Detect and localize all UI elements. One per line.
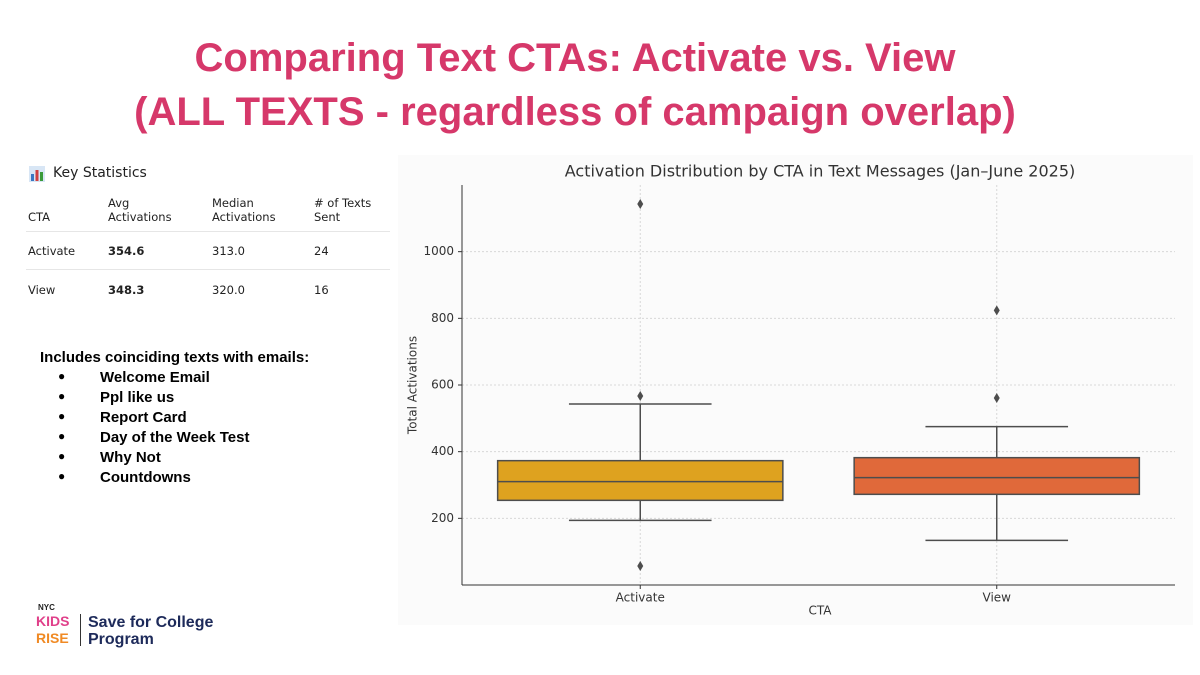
- x-tick-label: View: [983, 591, 1012, 605]
- y-axis-label: Total Activations: [406, 336, 420, 435]
- logo-text: KIDS: [36, 613, 70, 629]
- notes-heading: Includes coinciding texts with emails:: [40, 349, 310, 366]
- logo-text: RISE: [36, 630, 69, 646]
- slide-title: Comparing Text CTAs: Activate vs. View: [194, 36, 956, 80]
- outlier: [637, 561, 644, 571]
- outlier: [993, 305, 1000, 316]
- table-header: CTA: [28, 210, 51, 224]
- stats-icon: [29, 166, 45, 182]
- x-tick-label: Activate: [616, 591, 665, 605]
- y-tick-label: 1000: [423, 244, 454, 258]
- bullet: ●: [58, 409, 66, 423]
- bullet: ●: [58, 429, 66, 443]
- note-item: Countdowns: [100, 469, 191, 486]
- y-tick-label: 200: [431, 511, 454, 525]
- outlier: [637, 199, 644, 209]
- table-rule: [26, 231, 390, 232]
- chart: Activation Distribution by CTA in Text M…: [398, 155, 1193, 625]
- chart-background: [398, 155, 1193, 625]
- table-cell: 24: [314, 244, 329, 258]
- box: [496, 459, 784, 502]
- table-rule: [26, 269, 390, 270]
- note-item: Welcome Email: [100, 369, 210, 386]
- slide-title: (ALL TEXTS - regardless of campaign over…: [134, 90, 1016, 134]
- note-item: Why Not: [100, 449, 161, 466]
- stats-heading: Key Statistics: [53, 165, 147, 181]
- table-header: Median Activations: [212, 196, 276, 224]
- table-cell: 16: [314, 283, 329, 297]
- table-header: # of Texts Sent: [314, 196, 372, 224]
- logo-text: NYC: [38, 603, 55, 612]
- bullet: ●: [58, 389, 66, 403]
- table-cell: 320.0: [212, 283, 245, 297]
- chart-title: Activation Distribution by CTA in Text M…: [565, 162, 1076, 181]
- logo-text: Save for College: [88, 614, 214, 631]
- box: [853, 456, 1141, 496]
- y-tick-label: 800: [431, 311, 454, 325]
- table-cell: 313.0: [212, 244, 245, 258]
- outlier: [637, 391, 644, 401]
- table-cell: View: [28, 283, 56, 297]
- outlier: [993, 393, 1000, 403]
- table-cell: 354.6: [108, 244, 145, 258]
- table-header: Avg Activations: [108, 196, 172, 224]
- table-cell: Activate: [28, 244, 76, 258]
- table-cell: 348.3: [108, 283, 145, 297]
- note-item: Day of the Week Test: [100, 429, 250, 446]
- bullet: ●: [58, 449, 66, 463]
- y-tick-label: 400: [431, 444, 454, 458]
- y-tick-label: 600: [431, 378, 454, 392]
- logo-divider: [80, 614, 81, 646]
- bullet: ●: [58, 369, 66, 383]
- note-item: Ppl like us: [100, 389, 175, 406]
- note-item: Report Card: [100, 409, 187, 426]
- logo-text: Program: [88, 631, 154, 648]
- x-axis-label: CTA: [809, 604, 833, 618]
- bullet: ●: [58, 469, 66, 483]
